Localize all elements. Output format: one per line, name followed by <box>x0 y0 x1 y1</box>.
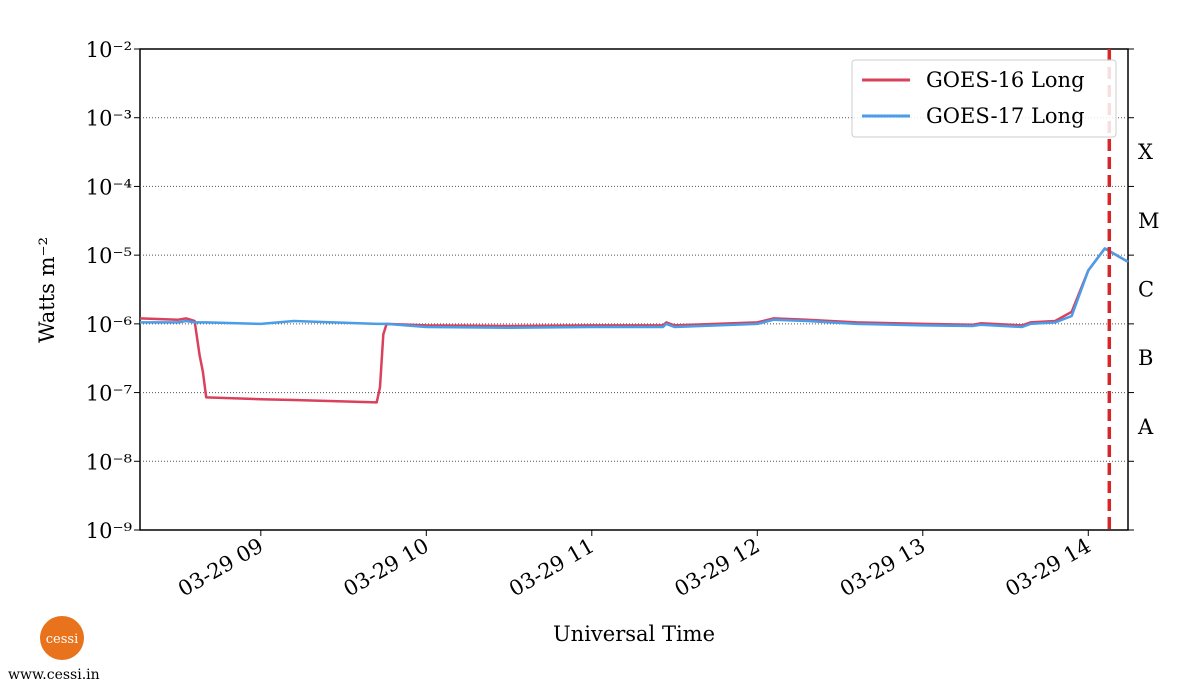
logo: cessi www.cessi.in <box>8 616 100 683</box>
y2-tick-label: B <box>1138 346 1153 370</box>
legend: GOES-16 Long GOES-17 Long <box>851 59 1117 138</box>
legend-label: GOES-16 Long <box>926 68 1085 92</box>
y2-tick-label: M <box>1138 209 1160 233</box>
y-tick-label: 10⁻⁹ <box>86 519 132 543</box>
legend-label: GOES-17 Long <box>926 104 1085 128</box>
series-line <box>140 247 1129 329</box>
x-tick-label: 03-29 10 <box>339 534 432 602</box>
url: www.cessi.in <box>8 667 100 683</box>
legend-box <box>851 59 1117 138</box>
plot-frame <box>139 48 1129 531</box>
y-tick-label: 10⁻⁶ <box>86 313 132 337</box>
logo-text: cessi <box>46 632 78 647</box>
logo-circle <box>40 616 84 660</box>
y-tick-label: 10⁻⁴ <box>86 175 132 199</box>
x-tick-label: 03-29 12 <box>670 534 763 602</box>
y-tick-label: 10⁻⁵ <box>86 244 132 268</box>
x-tick-label: 03-29 13 <box>836 534 929 602</box>
x-tick-label: 03-29 14 <box>1001 534 1094 602</box>
y-tick-label: 10⁻³ <box>86 107 132 131</box>
y-tick-label: 10⁻⁸ <box>86 450 132 474</box>
y-axis-label: Watts m⁻² <box>35 237 59 343</box>
y2-tick-label: C <box>1138 278 1154 302</box>
y2-tick-label: A <box>1137 415 1154 439</box>
y-tick-label: 10⁻² <box>86 38 132 62</box>
y2-tick-label: X <box>1138 140 1153 164</box>
x-tick-label: 03-29 09 <box>174 534 267 602</box>
x-tick-label: 03-29 11 <box>505 534 598 602</box>
x-axis-label: Universal Time <box>553 622 715 646</box>
y-tick-label: 10⁻⁷ <box>86 382 132 406</box>
